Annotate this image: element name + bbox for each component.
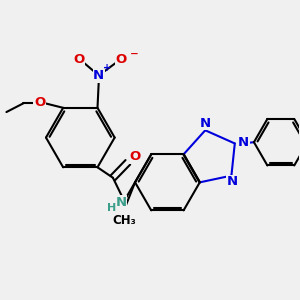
Text: N: N <box>238 136 249 149</box>
Text: O: O <box>129 150 140 163</box>
Text: N: N <box>200 117 211 130</box>
Text: O: O <box>116 53 127 66</box>
Text: N: N <box>93 69 104 82</box>
Text: O: O <box>73 53 85 66</box>
Text: O: O <box>34 96 45 109</box>
Text: N: N <box>226 175 238 188</box>
Text: CH₃: CH₃ <box>112 214 136 227</box>
Text: −: − <box>130 49 138 58</box>
Text: +: + <box>103 63 111 73</box>
Text: N: N <box>116 196 127 208</box>
Text: H: H <box>107 202 117 213</box>
